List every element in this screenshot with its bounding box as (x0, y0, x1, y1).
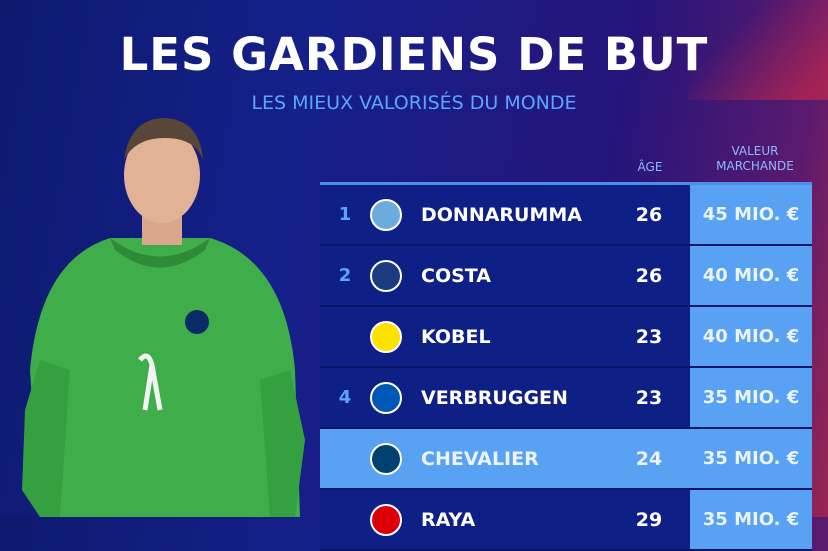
page-subtitle: LES MIEUX VALORISÉS DU MONDE (251, 92, 577, 114)
player-age: 23 (635, 386, 663, 409)
market-value: 35 MIO. € (690, 368, 812, 427)
market-value: 35 MIO. € (690, 490, 812, 549)
rank: 1 (338, 204, 352, 225)
player-age: 29 (635, 508, 663, 531)
brighton-logo-icon (370, 381, 402, 414)
header-value-line2: MARCHANDE (716, 159, 794, 173)
player-name: CHEVALIER (421, 447, 539, 470)
rank: 2 (338, 265, 352, 286)
market-value: 35 MIO. € (702, 448, 800, 469)
fc-porto-logo-icon (370, 259, 402, 292)
header-value-line1: VALEUR (731, 144, 779, 158)
player-name: RAYA (421, 508, 476, 531)
player-age: 26 (635, 203, 663, 226)
table-row: RAYA 29 35 MIO. € (320, 490, 812, 551)
player-name: VERBRUGGEN (421, 386, 568, 409)
background-glow (688, 0, 828, 100)
header-age: ÂGE (637, 160, 663, 174)
manchester-city-logo-icon (370, 198, 402, 231)
player-age: 24 (635, 447, 663, 470)
page-title: LES GARDIENS DE BUT (119, 28, 709, 81)
player-name: DONNARUMMA (421, 203, 583, 226)
market-value: 40 MIO. € (690, 246, 812, 305)
borussia-dortmund-logo-icon (370, 320, 402, 353)
market-value: 40 MIO. € (690, 307, 812, 366)
table-row: 1 DONNARUMMA 26 45 MIO. € (320, 185, 812, 246)
arsenal-logo-icon (370, 503, 402, 536)
header-value: VALEUR MARCHANDE (700, 144, 810, 174)
player-age: 26 (635, 264, 663, 287)
paris-saint-germain-logo-icon (370, 442, 402, 475)
player-age: 23 (635, 325, 663, 348)
table-row: CHEVALIER 24 35 MIO. € (320, 429, 812, 490)
goalkeeper-table: 1 DONNARUMMA 26 45 MIO. €2 COSTA 26 40 M… (320, 182, 812, 551)
table-row: 4 VERBRUGGEN 23 35 MIO. € (320, 368, 812, 429)
player-name: KOBEL (421, 325, 491, 348)
player-photo (22, 118, 305, 517)
market-value: 45 MIO. € (690, 185, 812, 244)
player-name: COSTA (421, 264, 491, 287)
table-row: KOBEL 23 40 MIO. € (320, 307, 812, 368)
rank: 4 (338, 387, 352, 408)
table-row: 2 COSTA 26 40 MIO. € (320, 246, 812, 307)
